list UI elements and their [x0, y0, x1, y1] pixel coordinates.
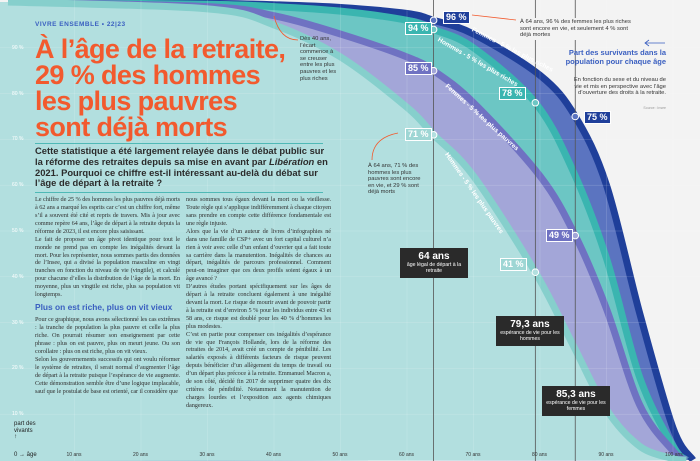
paragraph: Pour ce graphique, nous avons sélectionn… — [35, 316, 180, 356]
legend-description: En fonction du sexe et du niveau de vie … — [573, 77, 666, 97]
paragraph: Le fait de proposer un âge pivot identiq… — [35, 235, 180, 299]
series-line-2 — [7, 0, 689, 461]
value-label: 78 % — [499, 87, 526, 100]
x-tick-label: 70 ans — [465, 452, 481, 458]
x-tick-label: 20 ans — [133, 452, 149, 458]
value-label: 49 % — [546, 229, 573, 242]
intro-text: Cette statistique a été largement relayé… — [35, 145, 328, 189]
subheading: Plus on est riche, plus on vit vieux — [35, 301, 173, 312]
data-point — [531, 268, 540, 277]
y-tick-label: 90 % — [12, 44, 24, 51]
y-tick-label: 40 % — [12, 273, 24, 280]
x-tick-label: 50 ans — [332, 452, 348, 458]
annotation-gap: Dès 40 ans, l’écart commence à se creuse… — [300, 36, 337, 82]
annotation-women-rich: À 64 ans, 96 % des femmes les plus riche… — [518, 18, 634, 40]
value-label: 71 % — [405, 128, 432, 141]
paragraph: Alors que la vie d’un auteur de livres d… — [186, 227, 331, 283]
series-line-3 — [7, 0, 687, 461]
series-line-1 — [7, 0, 689, 461]
paragraph: D’autres études portant spécifiquement s… — [186, 283, 331, 330]
annotation-arrow — [471, 14, 517, 21]
paragraph: Le chiffre de 25 % des hommes les plus p… — [35, 196, 180, 235]
x-tick-label: 90 ans — [598, 452, 614, 458]
paragraph: nous sommes tous égaux devant la mort ou… — [186, 196, 331, 227]
series-area-3 — [0, 2, 687, 461]
data-point — [571, 112, 580, 121]
y-tick-label: 60 % — [12, 182, 24, 189]
marker-retirement-age: 64 ans âge légal de départ à la retraite — [400, 248, 468, 278]
y-tick-label: 50 % — [12, 228, 24, 234]
legend-title: Part des survivants dans la population p… — [565, 48, 666, 66]
value-label: 41 % — [500, 258, 527, 271]
x-tick-label: 40 ans — [266, 452, 282, 458]
divider — [35, 143, 323, 144]
divider — [35, 192, 323, 194]
body-columns: Le chiffre de 25 % des hommes les plus p… — [35, 196, 331, 409]
data-point — [571, 231, 580, 240]
page-title: À l’âge de la retraite, 29 % des hommes … — [35, 34, 286, 142]
value-label: 85 % — [405, 62, 432, 75]
marker-life-expectancy-women: 85,3 ans espérance de vie pour les femmes — [542, 386, 610, 416]
x-tick-label: 80 ans — [532, 452, 548, 458]
y-tick-label: 70 % — [12, 136, 24, 143]
y-tick-label: 20 % — [12, 365, 24, 372]
value-label: 96 % — [443, 11, 470, 24]
x-axis-title: 0 → âge — [14, 452, 37, 458]
x-tick-label: 10 ans — [66, 452, 82, 458]
source: Source : Insee — [643, 106, 666, 110]
legend-arrow-icon — [644, 39, 665, 47]
paragraph: C’est en partie pour compenser ces inéga… — [186, 330, 331, 409]
annotation-arrow — [273, 15, 299, 41]
data-point — [429, 16, 438, 25]
x-tick-label: 30 ans — [199, 452, 215, 458]
annotation-arrow — [371, 132, 399, 161]
y-tick-label: 30 % — [12, 319, 24, 326]
x-tick-label: 60 ans — [399, 452, 415, 458]
y-tick-label: 80 % — [12, 90, 24, 97]
y-tick-label: 10 % — [12, 411, 24, 418]
value-label: 94 % — [405, 22, 432, 35]
marker-life-expectancy-men: 79,3 ans espérance de vie pour les hommes — [496, 316, 564, 346]
data-point — [531, 98, 540, 107]
value-label: 75 % — [584, 111, 611, 124]
paragraph: Selon les gouvernements successifs qui o… — [35, 356, 180, 395]
x-tick-label: 100 ans — [665, 452, 683, 458]
y-axis-title: part des vivants ↑ — [14, 421, 36, 440]
annotation-men-poor: À 64 ans, 71 % des hommes les plus pauvr… — [368, 163, 421, 196]
article-text: À l’âge de la retraite, 29 % des hommes … — [35, 34, 331, 410]
section-kicker: VIVRE ENSEMBLE • 22|23 — [35, 21, 126, 28]
